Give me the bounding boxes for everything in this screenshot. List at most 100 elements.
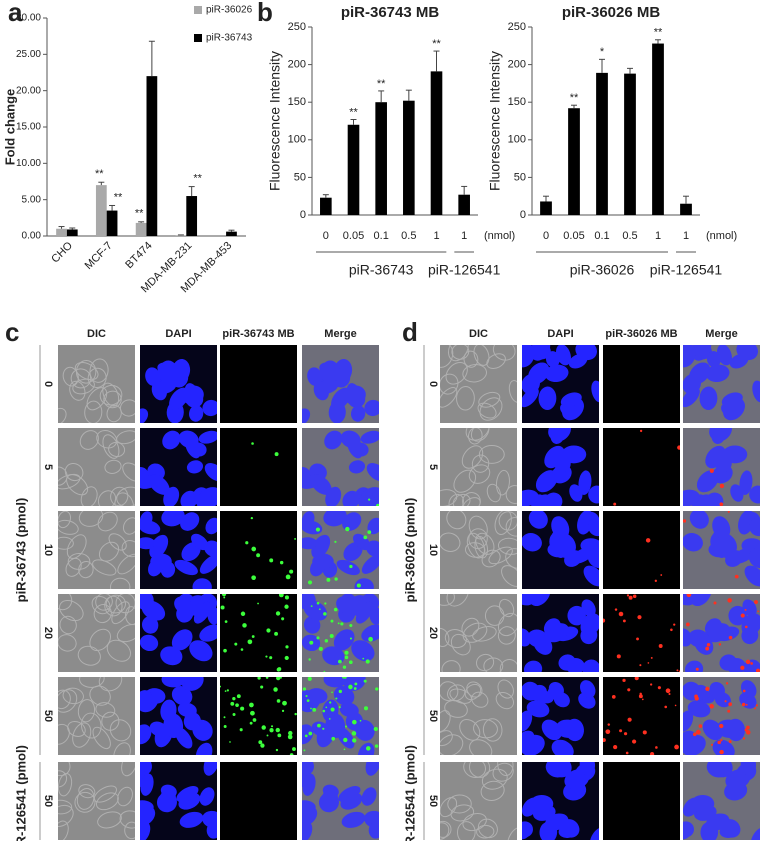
nucleus xyxy=(109,577,131,589)
nucleus xyxy=(324,430,343,450)
nucleus xyxy=(140,805,156,827)
bar xyxy=(568,108,580,215)
signal-dot xyxy=(257,677,261,680)
nucleus xyxy=(351,405,366,422)
signal-dot xyxy=(641,698,644,701)
signal-dot xyxy=(642,730,647,735)
nucleus xyxy=(312,553,334,570)
nucleus xyxy=(486,353,506,369)
signal-dot xyxy=(744,625,748,629)
nucleus xyxy=(121,540,135,558)
nucleus xyxy=(522,489,539,506)
micrograph xyxy=(683,511,760,589)
signal-dot xyxy=(639,429,643,433)
signal-dot xyxy=(375,687,379,691)
micrograph-content xyxy=(645,538,663,582)
micrograph-content xyxy=(58,594,135,666)
signal-dot xyxy=(276,699,281,703)
micrograph xyxy=(58,428,135,506)
nucleus xyxy=(58,762,71,777)
signal-dot xyxy=(713,601,717,605)
nucleus xyxy=(568,353,588,369)
nucleus xyxy=(468,762,491,778)
legend-label: piR-36743 xyxy=(206,33,253,44)
nucleus xyxy=(683,822,692,840)
nucleus xyxy=(158,360,178,384)
micrograph xyxy=(140,677,217,755)
signal-dot xyxy=(338,689,342,694)
nucleus xyxy=(478,391,501,408)
nucleus xyxy=(462,492,481,506)
micrograph xyxy=(220,428,297,506)
signal-dot xyxy=(363,679,367,683)
nucleus xyxy=(106,404,122,423)
signal-dot xyxy=(618,611,624,617)
micrograph-content xyxy=(522,594,599,672)
error-bar xyxy=(58,226,65,229)
nucleus xyxy=(150,553,172,570)
micrograph xyxy=(140,594,217,672)
nucleus xyxy=(117,786,133,807)
micrograph xyxy=(603,428,680,506)
signal-dot xyxy=(345,526,350,532)
nucleus xyxy=(683,345,696,368)
nucleus xyxy=(198,430,217,444)
nucleus xyxy=(369,606,379,625)
bar xyxy=(106,210,118,236)
signal-dot xyxy=(665,688,671,694)
y-tick-label: 250 xyxy=(508,21,526,33)
nucleus xyxy=(161,677,187,688)
signal-dot xyxy=(744,608,747,611)
signal-dot xyxy=(269,728,274,733)
nucleus xyxy=(119,810,135,829)
signal-dot xyxy=(366,746,371,751)
signal-dot xyxy=(745,703,748,706)
signal-dot xyxy=(647,662,650,664)
nucleus xyxy=(189,640,213,662)
signal-dot xyxy=(613,744,618,750)
nucleus xyxy=(689,362,711,385)
x-tick-label: 1 xyxy=(683,230,689,242)
signal-dot xyxy=(223,716,226,719)
micrograph xyxy=(220,594,297,672)
signal-dot xyxy=(727,511,730,513)
micrograph xyxy=(140,511,217,589)
signal-dot xyxy=(333,607,338,612)
y-axis-label: Fold change xyxy=(2,89,17,166)
nucleus xyxy=(196,492,216,506)
chart-title: piR-36743 MB xyxy=(341,4,440,21)
signal-dot xyxy=(345,725,348,728)
nucleus xyxy=(58,536,74,550)
signal-dot xyxy=(695,729,701,735)
signal-dot xyxy=(742,737,746,740)
nucleus xyxy=(325,486,342,506)
nucleus xyxy=(64,462,84,482)
nucleus xyxy=(497,612,517,637)
nucleus xyxy=(704,618,722,637)
nucleus xyxy=(331,387,351,410)
nucleus xyxy=(440,822,450,840)
nucleus xyxy=(440,627,450,647)
error-bar xyxy=(138,221,145,223)
annotation: ** xyxy=(654,27,663,39)
nucleus xyxy=(459,719,481,741)
column-header: DIC xyxy=(469,328,488,340)
nucleus xyxy=(184,434,201,459)
error-bar xyxy=(655,39,661,44)
signal-dot xyxy=(628,595,633,600)
column-header: Merge xyxy=(705,328,737,340)
signal-dot xyxy=(603,618,606,623)
signal-dot xyxy=(639,664,642,667)
signal-dot xyxy=(309,640,314,645)
nucleus xyxy=(140,724,152,745)
nucleus xyxy=(302,724,314,745)
micrograph xyxy=(522,762,599,840)
signal-dot xyxy=(224,620,228,623)
signal-dot xyxy=(741,702,746,707)
micrograph-content xyxy=(522,428,599,506)
signal-dot xyxy=(260,743,265,748)
micrograph xyxy=(302,428,379,506)
nucleus xyxy=(492,345,516,361)
nucleus xyxy=(538,386,557,411)
nucleus xyxy=(207,606,217,625)
